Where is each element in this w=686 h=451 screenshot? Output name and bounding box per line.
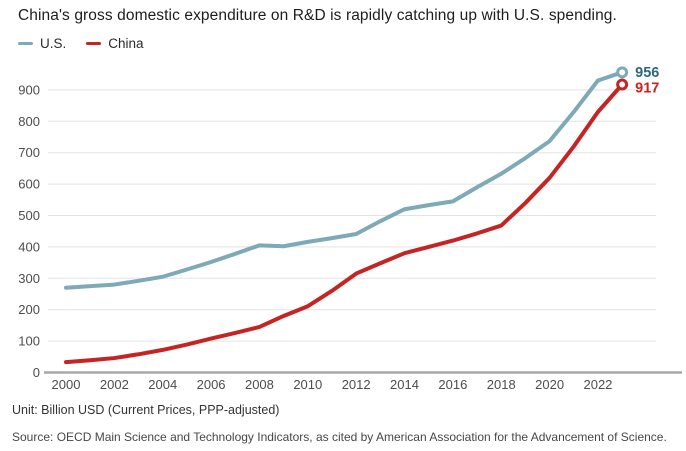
x-axis-tick-label: 2016 bbox=[438, 377, 467, 392]
y-axis-tick-label: 100 bbox=[18, 334, 40, 349]
chart-line-us bbox=[64, 70, 625, 290]
legend-label-china: China bbox=[108, 36, 144, 51]
y-axis-tick-label: 800 bbox=[18, 114, 40, 129]
legend-label-us: U.S. bbox=[40, 36, 67, 51]
end-value-label-us: 956 bbox=[635, 65, 659, 81]
rd-expenditure-line-chart: 0 100 200 300 400 500 600 700 800 900 2000 2002 2004… bbox=[18, 65, 682, 392]
y-axis-tick-label: 0 bbox=[33, 365, 40, 380]
chart-line-china bbox=[64, 82, 625, 365]
end-value-label-china: 917 bbox=[635, 81, 659, 97]
x-axis-tick-label: 2014 bbox=[390, 377, 419, 392]
chart-legend: U.S. China bbox=[18, 36, 144, 51]
unit-note: Unit: Billion USD (Current Prices, PPP-a… bbox=[12, 403, 280, 417]
x-axis-tick-label: 2012 bbox=[342, 377, 371, 392]
chart-title: China's gross domestic expenditure on R&… bbox=[18, 7, 617, 24]
x-axis-tick-label: 2008 bbox=[245, 377, 274, 392]
x-axis-tick-label: 2000 bbox=[52, 377, 81, 392]
y-axis-tick-label: 900 bbox=[18, 82, 40, 97]
x-axis-tick-label: 2002 bbox=[100, 377, 129, 392]
y-axis-tick-label: 300 bbox=[18, 271, 40, 286]
legend-swatch-us-icon bbox=[18, 41, 33, 46]
y-axis-tick-label: 200 bbox=[18, 302, 40, 317]
x-axis-tick-label: 2020 bbox=[535, 377, 564, 392]
y-axis-tick-label: 400 bbox=[18, 239, 40, 254]
source-note: Source: OECD Main Science and Technology… bbox=[12, 430, 667, 444]
end-marker-china-icon bbox=[616, 78, 629, 91]
x-axis-tick-label: 2010 bbox=[293, 377, 322, 392]
legend-item-china: China bbox=[86, 36, 144, 51]
x-axis-tick-label: 2018 bbox=[487, 377, 516, 392]
y-axis-tick-label: 500 bbox=[18, 208, 40, 223]
legend-swatch-china-icon bbox=[86, 41, 102, 46]
end-marker-us-icon bbox=[616, 66, 629, 79]
x-axis-tick-label: 2022 bbox=[583, 377, 612, 392]
x-axis-tick-label: 2006 bbox=[197, 377, 226, 392]
y-axis-tick-label: 600 bbox=[18, 177, 40, 192]
x-axis-tick-label: 2004 bbox=[148, 377, 177, 392]
y-axis-tick-label: 700 bbox=[18, 145, 40, 160]
legend-item-us: U.S. bbox=[18, 36, 66, 51]
